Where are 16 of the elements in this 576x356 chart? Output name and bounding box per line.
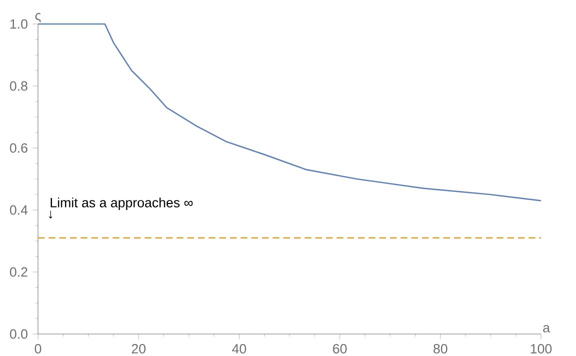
y-tick-label: 0.8 (10, 81, 28, 91)
y-tick-label: 0.2 (10, 267, 28, 277)
x-tick-label: 80 (434, 344, 448, 354)
x-tick-label: 20 (132, 344, 146, 354)
annotation: Limit as a approaches ∞ (50, 198, 193, 210)
x-tick-label: 0 (34, 344, 42, 354)
annotation: ↓ (49, 210, 52, 219)
x-axis-title: a (543, 325, 550, 332)
x-tick-label: 60 (333, 344, 347, 354)
x-tick-label: 100 (530, 344, 552, 354)
y-tick-label: 1.0 (10, 19, 28, 29)
y-tick-label: 0.6 (10, 143, 28, 153)
y-tick-label: 0.4 (10, 205, 28, 215)
x-tick-label: 40 (232, 344, 246, 354)
y-tick-label: 0.0 (10, 329, 28, 339)
y-axis-title: ς (35, 12, 41, 22)
